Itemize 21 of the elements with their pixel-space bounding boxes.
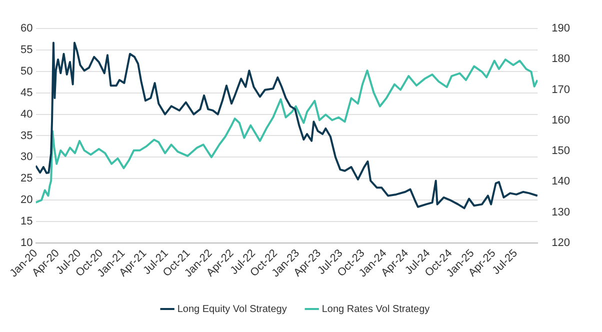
y-tick-label: 20 [20, 194, 33, 206]
y-tick-label: 55 [20, 44, 33, 56]
y-tick-label: 60 [20, 22, 33, 35]
y-tick-label: 35 [20, 130, 33, 142]
y2-tick-label: 170 [552, 84, 570, 96]
y-tick-label: 25 [20, 172, 33, 185]
y-tick-label: 40 [20, 108, 33, 120]
y2-tick-label: 160 [552, 114, 570, 126]
legend-label: Long Equity Vol Strategy [177, 304, 287, 315]
y-tick-label: 50 [20, 65, 33, 78]
y-tick-label: 15 [20, 215, 33, 228]
y2-tick-label: 180 [552, 53, 570, 66]
y-tick-label: 45 [20, 86, 33, 99]
legend-label: Long Rates Vol Strategy [322, 304, 430, 315]
y2-tick-label: 140 [552, 176, 570, 188]
y2-tick-label: 150 [552, 145, 570, 158]
y2-tick-label: 120 [552, 236, 570, 249]
y2-tick-label: 130 [552, 206, 570, 218]
y2-tick-label: 190 [552, 22, 570, 35]
y-tick-label: 10 [20, 236, 33, 249]
y-tick-label: 30 [20, 151, 33, 164]
